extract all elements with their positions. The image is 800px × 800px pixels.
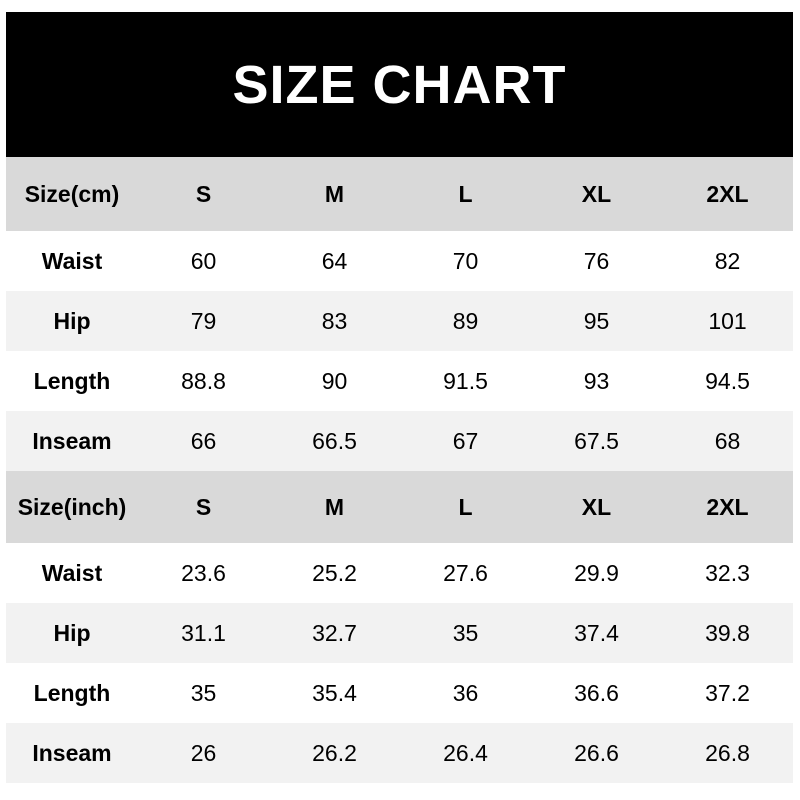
measurement-value: 66	[190, 427, 217, 454]
table-header-row: Size(cm) S M L XL 2XL	[6, 157, 793, 231]
measurement-value: 89	[452, 307, 479, 334]
measurement-value: 36.6	[574, 679, 619, 706]
measurement-value: 66.5	[312, 427, 357, 454]
size-chart: SIZE CHART Size(cm) S M L XL 2XL Waist 60 64 70 76…	[6, 12, 793, 783]
measurement-value: 79	[190, 307, 217, 334]
measurement-value: 26	[190, 739, 217, 766]
measurement-label: Hip	[53, 619, 91, 646]
measurement-value: 68	[714, 427, 741, 454]
measurement-value: 83	[321, 307, 348, 334]
measurement-label: Length	[33, 679, 111, 706]
measurement-label: Inseam	[32, 739, 112, 766]
size-column-header: XL	[581, 180, 612, 207]
unit-header: Size(inch)	[17, 493, 127, 520]
table-row: Inseam 26 26.2 26.4 26.6 26.8	[6, 723, 793, 783]
table-row: Hip 79 83 89 95 101	[6, 291, 793, 351]
size-tables: Size(cm) S M L XL 2XL Waist 60 64 70 76 82 Hip 79 83 89…	[6, 157, 793, 783]
measurement-value: 90	[321, 367, 348, 394]
measurement-label: Length	[33, 367, 111, 394]
measurement-value: 76	[583, 247, 610, 274]
measurement-label: Waist	[41, 247, 103, 274]
measurement-value: 60	[190, 247, 217, 274]
measurement-value: 39.8	[705, 619, 750, 646]
size-column-header: S	[195, 180, 212, 207]
measurement-value: 93	[583, 367, 610, 394]
measurement-label: Hip	[53, 307, 91, 334]
measurement-value: 67	[452, 427, 479, 454]
measurement-value: 26.2	[312, 739, 357, 766]
page-title: SIZE CHART	[6, 12, 793, 157]
measurement-value: 26.8	[705, 739, 750, 766]
measurement-value: 26.6	[574, 739, 619, 766]
measurement-value: 26.4	[443, 739, 488, 766]
size-column-header: M	[324, 180, 345, 207]
measurement-value: 31.1	[181, 619, 226, 646]
size-column-header: 2XL	[706, 493, 749, 520]
measurement-value: 64	[321, 247, 348, 274]
size-column-header: 2XL	[706, 180, 749, 207]
size-column-header: M	[324, 493, 345, 520]
table-row: Length 35 35.4 36 36.6 37.2	[6, 663, 793, 723]
measurement-value: 36	[452, 679, 479, 706]
measurement-value: 35	[452, 619, 479, 646]
measurement-value: 101	[708, 307, 747, 334]
table-row: Waist 23.6 25.2 27.6 29.9 32.3	[6, 543, 793, 603]
measurement-label: Waist	[41, 559, 103, 586]
measurement-value: 94.5	[705, 367, 750, 394]
measurement-value: 37.4	[574, 619, 619, 646]
measurement-label: Inseam	[32, 427, 112, 454]
measurement-value: 35.4	[312, 679, 357, 706]
unit-header: Size(cm)	[24, 180, 120, 207]
measurement-value: 27.6	[443, 559, 488, 586]
table-row: Hip 31.1 32.7 35 37.4 39.8	[6, 603, 793, 663]
measurement-value: 70	[452, 247, 479, 274]
measurement-value: 25.2	[312, 559, 357, 586]
measurement-value: 82	[714, 247, 741, 274]
size-column-header: L	[458, 180, 473, 207]
measurement-value: 35	[190, 679, 217, 706]
measurement-value: 37.2	[705, 679, 750, 706]
measurement-value: 95	[583, 307, 610, 334]
measurement-value: 32.7	[312, 619, 357, 646]
table-header-row: Size(inch) S M L XL 2XL	[6, 471, 793, 543]
table-row: Waist 60 64 70 76 82	[6, 231, 793, 291]
measurement-value: 67.5	[574, 427, 619, 454]
size-column-header: XL	[581, 493, 612, 520]
measurement-value: 88.8	[181, 367, 226, 394]
measurement-value: 23.6	[181, 559, 226, 586]
size-column-header: S	[195, 493, 212, 520]
size-column-header: L	[458, 493, 473, 520]
measurement-value: 29.9	[574, 559, 619, 586]
table-row: Length 88.8 90 91.5 93 94.5	[6, 351, 793, 411]
measurement-value: 91.5	[443, 367, 488, 394]
measurement-value: 32.3	[705, 559, 750, 586]
table-row: Inseam 66 66.5 67 67.5 68	[6, 411, 793, 471]
